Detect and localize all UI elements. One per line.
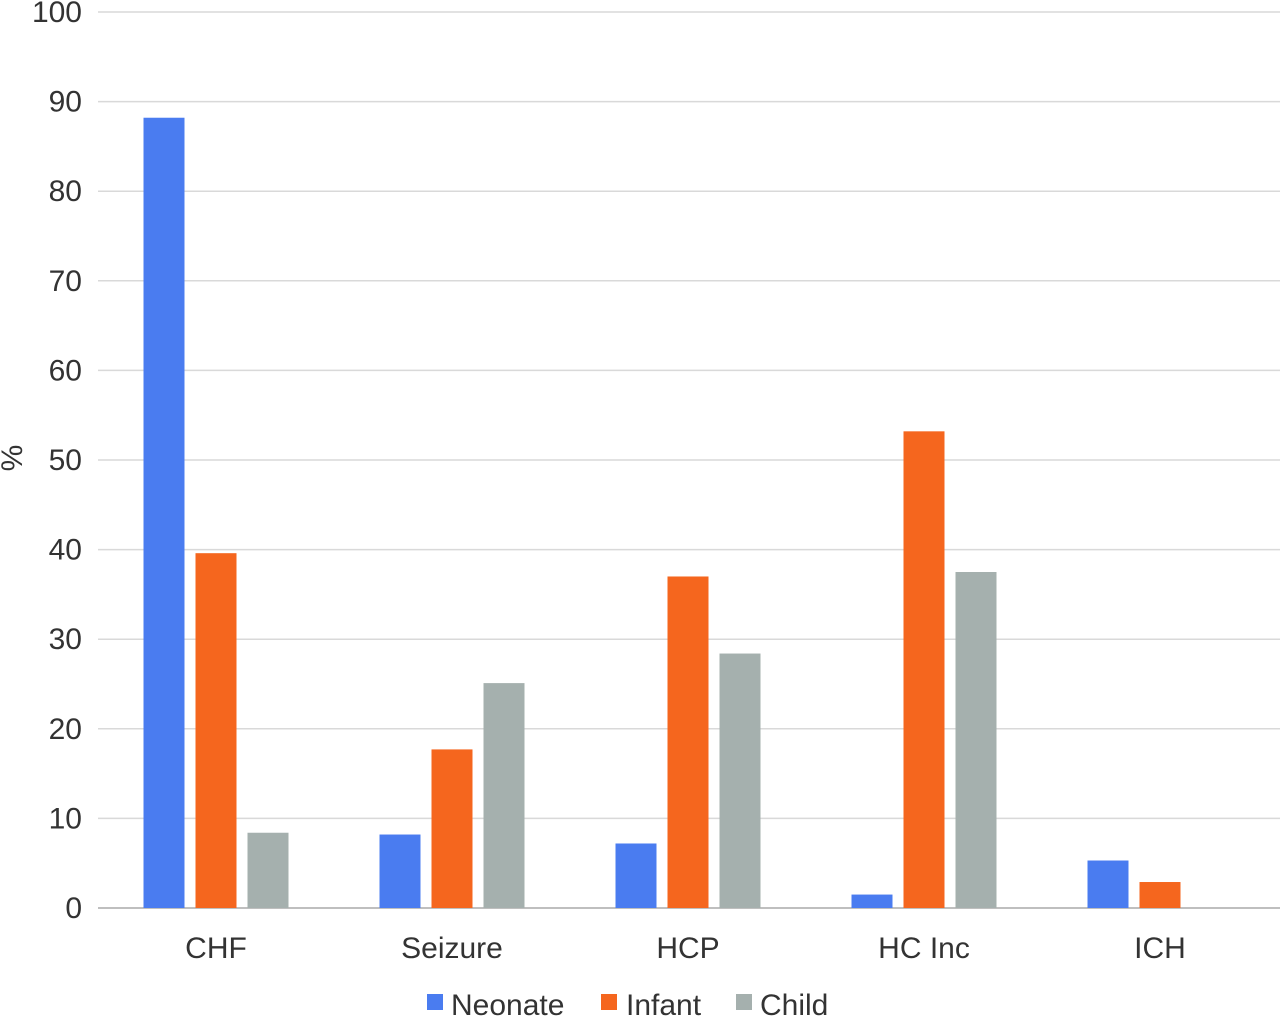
bar-infant-seizure (431, 749, 473, 908)
y-tick-label: 90 (49, 86, 82, 119)
bar-neonate-hc-inc (851, 894, 893, 908)
bar-child-hcp (719, 653, 761, 908)
y-tick-label: 60 (49, 354, 82, 387)
y-tick-label: 40 (49, 534, 82, 567)
bars (143, 117, 1181, 908)
bar-neonate-ich (1087, 860, 1129, 908)
y-tick-label: 80 (49, 175, 82, 208)
gridlines (98, 11, 1280, 909)
legend-swatch-child (736, 994, 752, 1010)
x-axis-categories: CHF Seizure HCP HC Inc ICH (185, 932, 1186, 965)
y-tick-label: 0 (65, 892, 82, 925)
x-category-label: Seizure (401, 932, 503, 965)
legend: Neonate Infant Child (427, 989, 828, 1022)
legend-label-child: Child (760, 989, 828, 1019)
bar-infant-ich (1139, 882, 1181, 908)
y-axis-ticks: 0 10 20 30 40 50 60 70 80 90 100 (32, 0, 82, 925)
y-tick-label: 20 (49, 713, 82, 746)
y-tick-label: 50 (49, 444, 82, 477)
bar-neonate-seizure (379, 834, 421, 908)
bar-child-chf (247, 832, 289, 908)
x-category-label: HCP (656, 932, 719, 965)
bar-infant-hcp (667, 576, 709, 908)
bar-infant-chf (195, 553, 237, 908)
y-tick-label: 10 (49, 802, 82, 835)
legend-label-infant: Infant (626, 989, 702, 1019)
y-tick-label: 100 (32, 0, 82, 29)
bar-infant-hc-inc (903, 431, 945, 908)
legend-swatch-infant (601, 994, 617, 1010)
bar-child-seizure (483, 683, 525, 908)
y-axis-title: % (0, 445, 29, 472)
x-category-label: ICH (1134, 932, 1186, 965)
x-category-label: CHF (185, 932, 247, 965)
legend-label-neonate: Neonate (451, 989, 564, 1019)
y-tick-label: 30 (49, 623, 82, 656)
bar-neonate-hcp (615, 843, 657, 908)
x-category-label: HC Inc (878, 932, 970, 965)
bar-child-hc-inc (955, 572, 997, 908)
legend-swatch-neonate (427, 994, 443, 1010)
bar-neonate-chf (143, 117, 185, 908)
y-tick-label: 70 (49, 265, 82, 298)
